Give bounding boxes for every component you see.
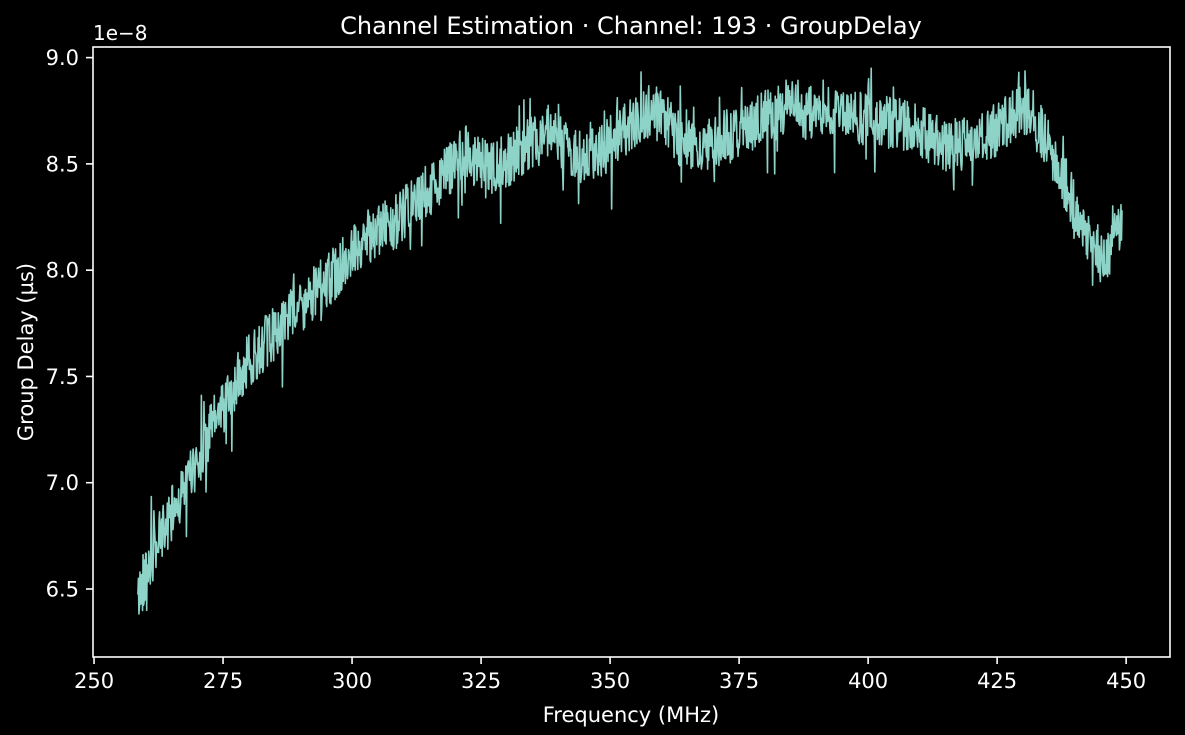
x-tick-label: 375 — [719, 669, 759, 693]
x-tick-label: 425 — [977, 669, 1017, 693]
x-tick-label: 325 — [461, 669, 501, 693]
x-tick-label: 275 — [203, 669, 243, 693]
y-tick-label: 7.0 — [46, 471, 79, 495]
plot-frame — [92, 46, 1171, 658]
y-tick-label: 7.5 — [46, 365, 79, 389]
y-axis-offset-label: 1e−8 — [93, 21, 148, 45]
y-axis-ticks: 6.5 7.0 7.5 8.0 8.5 9.0 — [46, 46, 93, 601]
x-tick-label: 350 — [590, 669, 630, 693]
y-tick-label: 9.0 — [46, 46, 79, 70]
groupdelay-trace — [137, 67, 1123, 615]
chart-title: Channel Estimation · Channel: 193 · Grou… — [340, 12, 922, 40]
x-axis-label: Frequency (MHz) — [543, 703, 719, 727]
plot-data-layer — [137, 67, 1123, 615]
x-tick-label: 450 — [1106, 669, 1146, 693]
y-tick-label: 6.5 — [46, 577, 79, 601]
x-axis-ticks: 250 275 300 325 350 375 400 425 450 — [74, 657, 1146, 693]
x-tick-label: 250 — [74, 669, 114, 693]
y-axis-label: Group Delay (µs) — [14, 263, 38, 441]
y-tick-label: 8.0 — [46, 259, 79, 283]
x-tick-label: 300 — [332, 669, 372, 693]
y-tick-label: 8.5 — [46, 152, 79, 176]
x-tick-label: 400 — [848, 669, 888, 693]
